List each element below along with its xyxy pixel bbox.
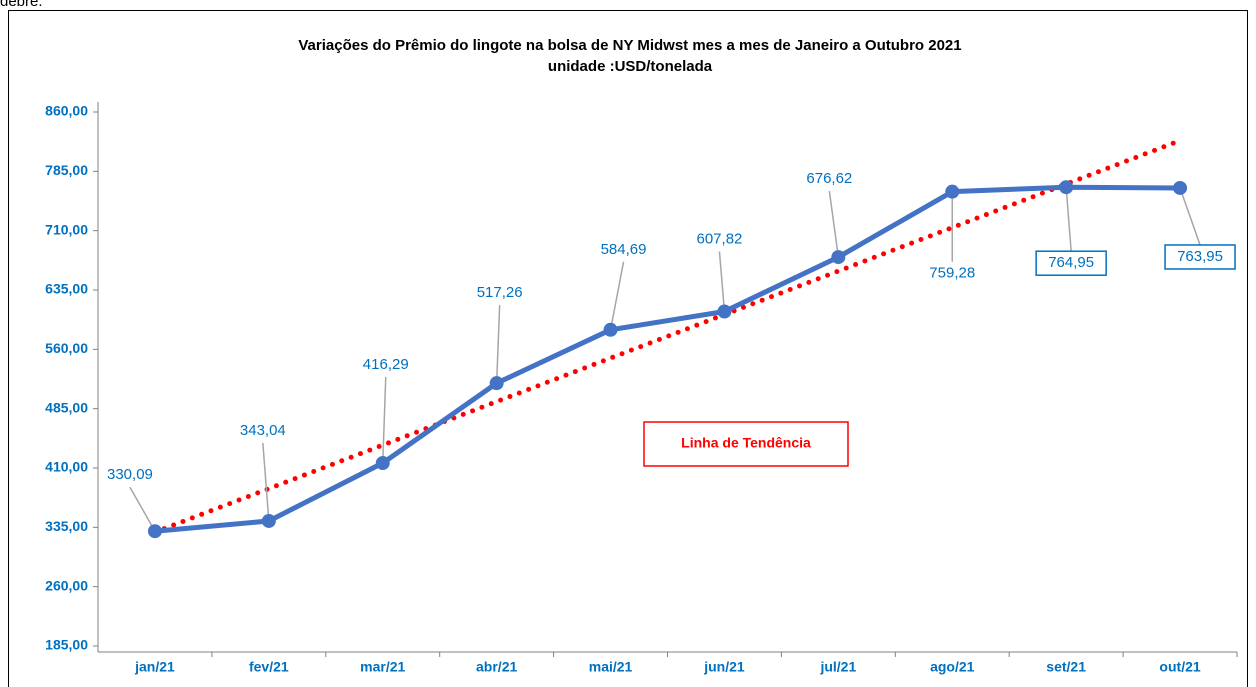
x-tick-label: out/21	[1159, 659, 1200, 675]
leader-line	[718, 251, 726, 312]
x-tick-label: mar/21	[360, 659, 405, 675]
data-point	[603, 322, 618, 337]
y-tick-label: 410,00	[45, 459, 88, 475]
label-box	[1164, 244, 1236, 270]
data-label: 584,69	[601, 241, 647, 258]
leader-line	[609, 261, 625, 330]
x-tick-label: fev/21	[249, 659, 289, 675]
data-label: 763,95	[1177, 248, 1223, 265]
leader-line	[1065, 187, 1072, 252]
y-tick-label: 335,00	[45, 518, 88, 534]
header-fragment: debre.	[0, 0, 43, 10]
series-line	[154, 184, 1181, 534]
data-point	[1059, 180, 1074, 195]
x-tick-label: jul/21	[819, 659, 856, 675]
leader-line	[129, 486, 156, 532]
trendline	[152, 138, 1183, 535]
x-tick-label: jan/21	[134, 659, 175, 675]
x-tick-label: ago/21	[930, 659, 975, 675]
data-point	[375, 456, 390, 471]
label-box	[1035, 250, 1107, 276]
data-label: 343,04	[240, 422, 286, 439]
data-point	[945, 184, 960, 199]
data-point	[261, 513, 276, 528]
leader-line	[262, 442, 270, 522]
data-label: 517,26	[477, 284, 523, 301]
y-tick-label: 785,00	[45, 162, 88, 178]
data-point	[489, 376, 504, 391]
leader-line	[1179, 187, 1201, 246]
y-tick-label: 635,00	[45, 281, 88, 297]
x-tick-label: set/21	[1046, 659, 1086, 675]
annotation-box	[643, 421, 849, 467]
y-tick-label: 710,00	[45, 221, 88, 237]
leader-line	[828, 190, 840, 258]
data-label: 764,95	[1048, 254, 1094, 271]
data-point	[1173, 180, 1188, 195]
data-point	[717, 304, 732, 319]
data-point	[147, 524, 162, 539]
data-label: 416,29	[363, 356, 409, 373]
x-tick-label: jun/21	[703, 659, 745, 675]
data-label: 607,82	[697, 230, 743, 247]
y-tick-label: 185,00	[45, 637, 88, 653]
y-tick-label: 485,00	[45, 399, 88, 415]
y-tick-label: 860,00	[45, 103, 88, 119]
y-tick-label: 560,00	[45, 340, 88, 356]
x-tick-label: mai/21	[589, 659, 633, 675]
chart-frame	[8, 10, 1248, 687]
data-point	[831, 250, 846, 265]
data-label: 759,28	[929, 265, 975, 282]
annotation: Linha de Tendência	[681, 435, 811, 451]
data-label: 330,09	[107, 466, 153, 483]
chart-subtitle: unidade :USD/tonelada	[548, 58, 713, 75]
leader-line	[495, 305, 501, 384]
x-tick-label: abr/21	[476, 659, 517, 675]
leader-line	[382, 376, 387, 464]
chart-title: Variações do Prêmio do lingote na bolsa …	[298, 37, 961, 54]
data-label: 676,62	[806, 170, 852, 187]
y-tick-label: 260,00	[45, 577, 88, 593]
